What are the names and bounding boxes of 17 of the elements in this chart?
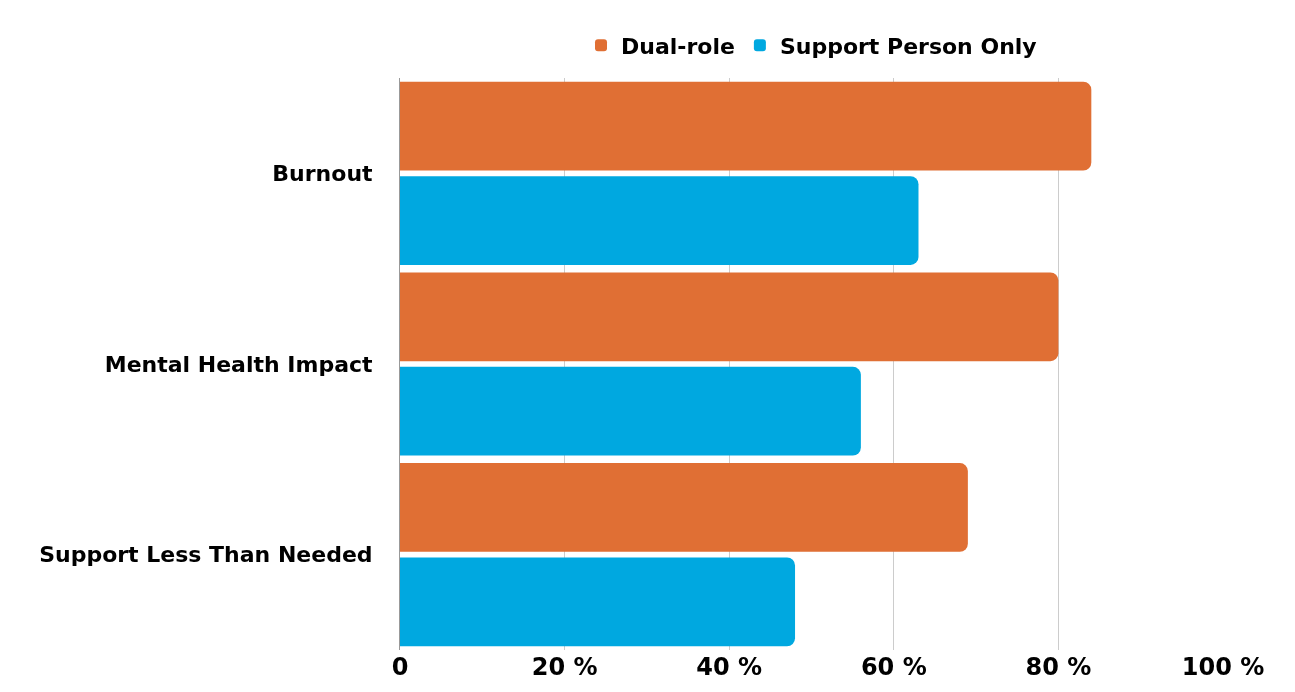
x-tick-label: 80 % <box>1025 653 1092 681</box>
y-tick-label: Burnout <box>272 161 374 187</box>
legend-label: Support Person Only <box>779 33 1037 59</box>
bar <box>400 366 861 456</box>
bar <box>400 272 1059 362</box>
x-tick-label: 0 <box>391 653 409 681</box>
x-tick-label: 100 % <box>1181 653 1265 681</box>
y-tick-label: Mental Health Impact <box>104 351 374 377</box>
x-tick-label: 60 % <box>860 653 927 681</box>
bar <box>400 463 968 552</box>
bar <box>400 176 919 265</box>
x-tick-label: 40 % <box>696 653 763 681</box>
bar <box>400 557 796 647</box>
bar <box>400 81 1092 171</box>
y-tick-label: Support Less Than Needed <box>39 542 373 568</box>
legend-label: Dual-role <box>621 33 735 59</box>
x-tick-label: 20 % <box>531 653 598 681</box>
